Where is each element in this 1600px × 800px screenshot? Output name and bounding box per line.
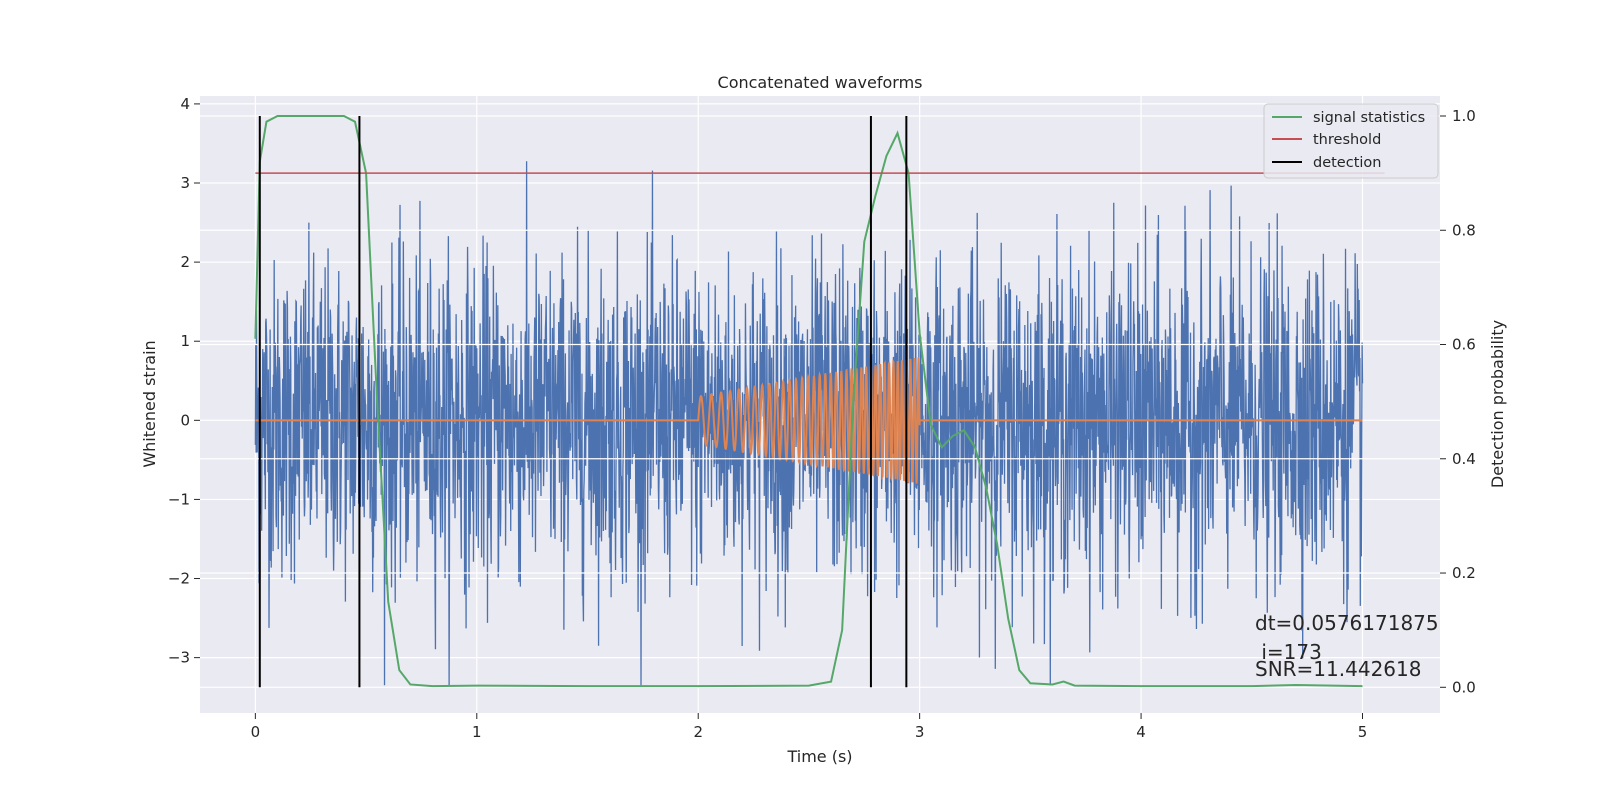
y-tick-label: 4 bbox=[180, 95, 190, 113]
x-tick-label: 0 bbox=[251, 723, 261, 741]
x-tick-label: 1 bbox=[472, 723, 482, 741]
detection-lines bbox=[258, 115, 908, 688]
y-axis-label: Whitened strain bbox=[140, 340, 159, 467]
y2-tick-label: 0.2 bbox=[1452, 564, 1476, 582]
legend-label-threshold: threshold bbox=[1313, 132, 1381, 148]
x-axis-label: Time (s) bbox=[786, 747, 852, 766]
x-tick-label: 4 bbox=[1136, 723, 1146, 741]
legend-box bbox=[1263, 103, 1439, 179]
y2-tick-label: 0.0 bbox=[1452, 678, 1476, 696]
y-tick-label: 0 bbox=[180, 411, 190, 429]
x-tick-label: 3 bbox=[915, 723, 925, 741]
legend-label-signal-statistics: signal statistics bbox=[1313, 110, 1425, 126]
legend-label-detection: detection bbox=[1313, 155, 1381, 171]
signal-statistics-line bbox=[254, 115, 1363, 688]
y-tick-label: −2 bbox=[168, 570, 190, 588]
y-tick-label: 1 bbox=[180, 332, 190, 350]
y-axis-ticks: −3 −2 −1 0 1 2 3 4 bbox=[168, 95, 200, 667]
x-axis-ticks: 0 1 2 3 4 5 bbox=[251, 713, 1368, 741]
y2-tick-label: 1.0 bbox=[1452, 107, 1476, 125]
y2-tick-label: 0.4 bbox=[1452, 450, 1476, 468]
annotation-snr: SNR=11.442618 bbox=[1255, 657, 1421, 681]
y-tick-label: 3 bbox=[180, 174, 190, 192]
y2-axis-ticks: 0.0 0.2 0.4 0.6 0.8 1.0 bbox=[1440, 107, 1476, 696]
y2-tick-label: 0.6 bbox=[1452, 336, 1476, 354]
x-tick-label: 2 bbox=[693, 723, 703, 741]
y2-axis-label: Detection probability bbox=[1488, 320, 1507, 488]
chart-title: Concatenated waveforms bbox=[718, 73, 923, 92]
right-axis-grid bbox=[200, 115, 1440, 688]
annotation-index: i=173 bbox=[1255, 640, 1322, 664]
y-tick-label: −3 bbox=[168, 649, 190, 667]
y-tick-label: 2 bbox=[180, 253, 190, 271]
y-tick-label: −1 bbox=[168, 490, 190, 508]
annotation-dt: dt=0.0576171875 bbox=[1255, 611, 1439, 635]
y2-tick-label: 0.8 bbox=[1452, 221, 1476, 239]
x-tick-label: 5 bbox=[1358, 723, 1368, 741]
legend: signal statistics threshold detection bbox=[1263, 103, 1439, 179]
